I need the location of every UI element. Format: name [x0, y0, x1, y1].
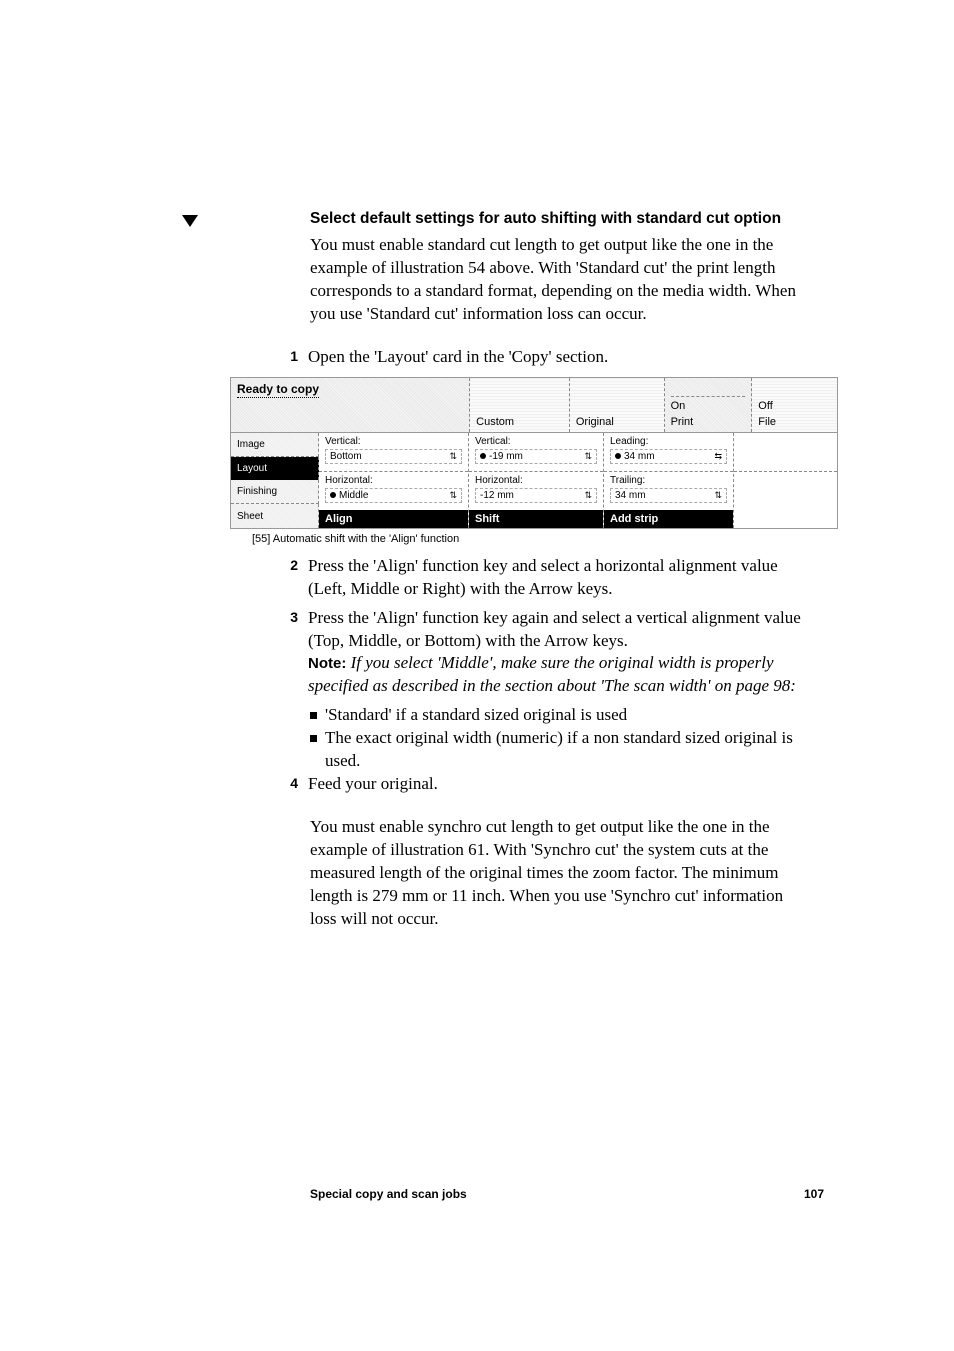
ss-top-off: Off — [758, 400, 831, 412]
ss-footer-shift: Shift — [469, 510, 603, 528]
ss-c1-val1: Bottom — [330, 451, 362, 462]
ss-side-layout: Layout — [231, 457, 319, 480]
ss-c1-label1: Vertical: — [325, 436, 462, 447]
ss-ready-label: Ready to copy — [237, 382, 319, 398]
ss-side-finishing: Finishing — [231, 480, 319, 504]
updown-icon: ⇅ — [584, 490, 592, 501]
intro-paragraph: You must enable standard cut length to g… — [310, 234, 805, 326]
ss-footer-addstrip: Add strip — [604, 510, 733, 528]
figure-caption: [55] Automatic shift with the 'Align' fu… — [252, 533, 824, 545]
ss-c3-val2: 34 mm — [615, 490, 646, 501]
bullet-1: 'Standard' if a standard sized original … — [325, 704, 627, 727]
bullet-icon — [310, 735, 317, 742]
ss-top-custom: Custom — [476, 416, 563, 428]
footer-page: 107 — [804, 1187, 824, 1201]
ss-footer-align: Align — [319, 510, 468, 528]
step-number-4: 4 — [280, 773, 308, 796]
step-text-1: Open the 'Layout' card in the 'Copy' sec… — [308, 346, 803, 369]
final-paragraph: You must enable synchro cut length to ge… — [310, 816, 805, 931]
step-text-2: Press the 'Align' function key and selec… — [308, 555, 803, 601]
leftright-icon: ⇆ — [714, 451, 722, 462]
step-number-3: 3 — [280, 607, 308, 699]
figure-screenshot: Ready to copy Custom Original On Print O… — [230, 377, 824, 529]
bullet-2: The exact original width (numeric) if a … — [325, 727, 824, 773]
ss-c2-val1: -19 mm — [489, 451, 523, 462]
ss-side-image: Image — [231, 433, 319, 457]
updown-icon: ⇅ — [449, 490, 457, 501]
ss-top-file: File — [758, 416, 831, 428]
section-title: Select default settings for auto shiftin… — [310, 210, 824, 228]
updown-icon: ⇅ — [714, 490, 722, 501]
note-body: If you select 'Middle', make sure the or… — [308, 653, 796, 695]
ss-c2-val2: -12 mm — [480, 490, 514, 501]
ss-c1-val2: Middle — [339, 490, 368, 501]
step-text-4: Feed your original. — [308, 773, 803, 796]
ss-c3-val1: 34 mm — [624, 451, 655, 462]
ss-c1-label2: Horizontal: — [325, 475, 462, 486]
ss-c3-label1: Leading: — [610, 436, 727, 447]
step-number-2: 2 — [280, 555, 308, 601]
ss-c2-label2: Horizontal: — [475, 475, 597, 486]
bullet-icon — [310, 712, 317, 719]
step-number-1: 1 — [280, 346, 308, 369]
footer-title: Special copy and scan jobs — [310, 1187, 467, 1201]
ss-top-original: Original — [576, 416, 658, 428]
ss-side-sheet: Sheet — [231, 504, 319, 527]
ss-top-print: Print — [671, 416, 746, 428]
updown-icon: ⇅ — [449, 451, 457, 462]
ss-top-on: On — [671, 400, 746, 412]
updown-icon: ⇅ — [584, 451, 592, 462]
note-label: Note: — [308, 655, 346, 672]
ss-c3-label2: Trailing: — [610, 475, 727, 486]
step-text-3: Press the 'Align' function key again and… — [308, 608, 801, 650]
section-marker-icon — [182, 215, 198, 227]
ss-c2-label1: Vertical: — [475, 436, 597, 447]
